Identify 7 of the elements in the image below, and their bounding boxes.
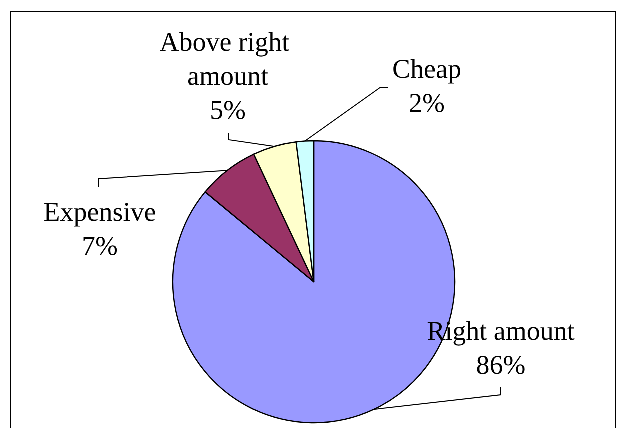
data-label: 5%: [210, 95, 246, 125]
slice-label: Cheap: [392, 54, 462, 84]
data-label: 2%: [409, 88, 445, 118]
slice-label: Above right amount: [160, 27, 296, 91]
data-label: 7%: [82, 231, 118, 261]
slice-label: Expensive: [44, 197, 156, 227]
data-label: 86%: [476, 350, 526, 380]
